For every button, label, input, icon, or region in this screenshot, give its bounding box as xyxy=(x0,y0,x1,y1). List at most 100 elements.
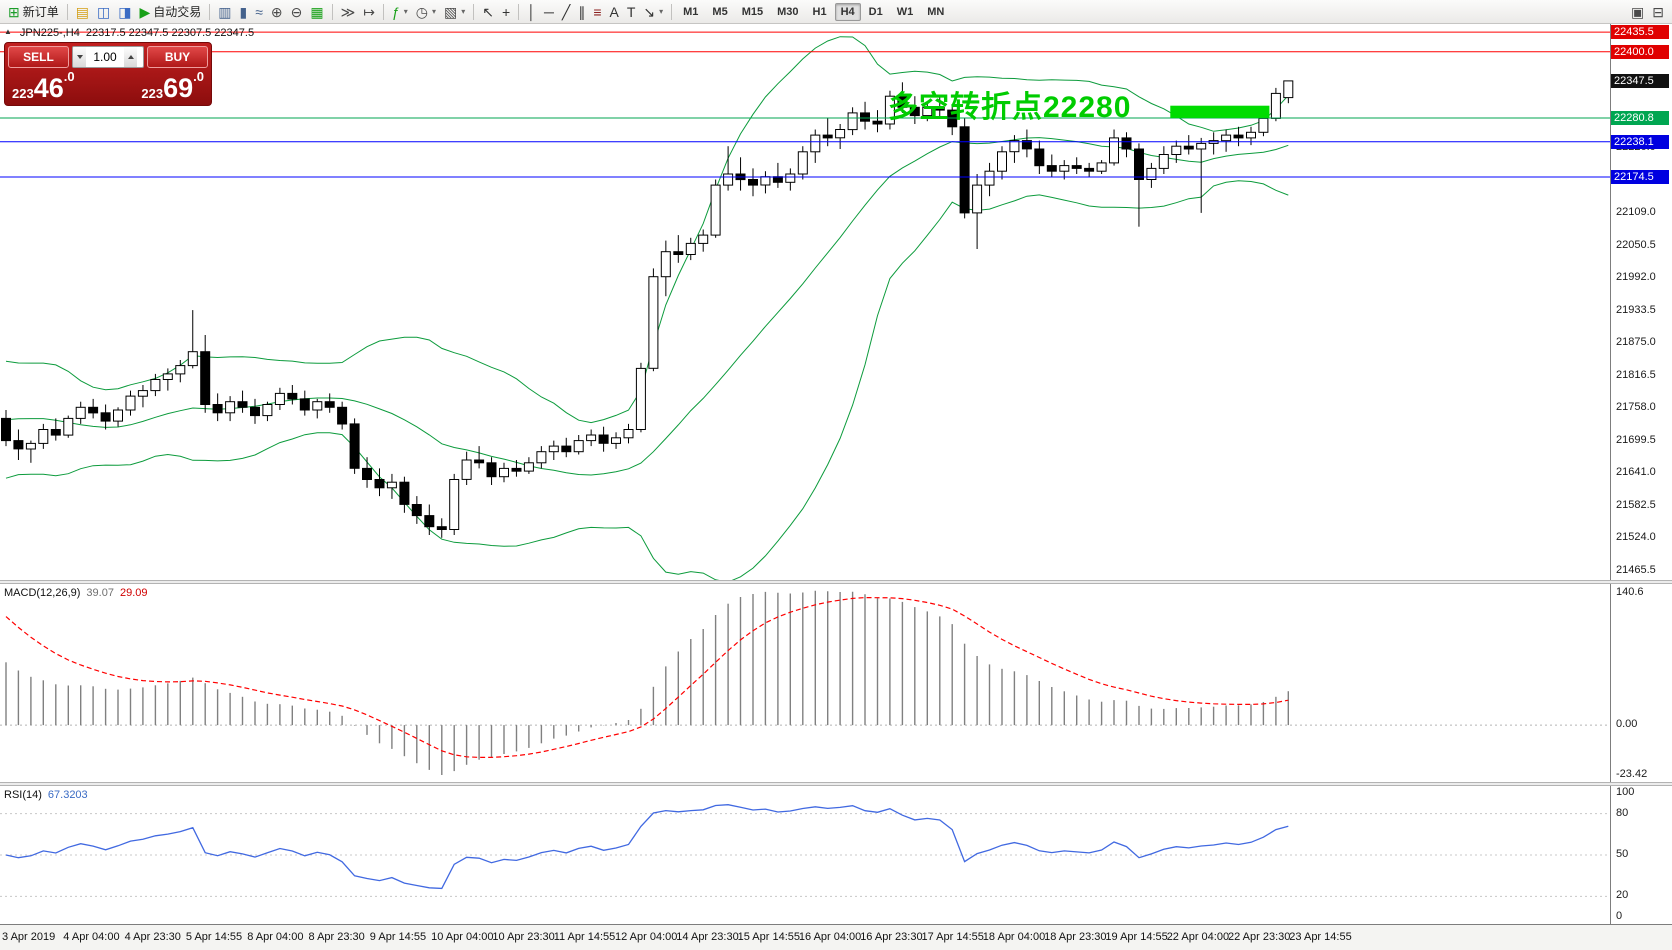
time-axis[interactable]: 3 Apr 2019 4 Apr 04:00 4 Apr 23:30 5 Apr 14… xyxy=(0,924,1672,950)
volume-decrease-button[interactable] xyxy=(73,47,86,67)
timeframe-mn[interactable]: MN xyxy=(927,5,945,18)
periods-button[interactable]: ◷ ▾ xyxy=(412,1,440,23)
autotrading-button-label: 自动交易 xyxy=(153,5,202,19)
time-axis-label: 12 Apr 04:00 xyxy=(615,931,678,943)
vertical-line-icon[interactable]: │ xyxy=(523,1,540,23)
price-scale-label: 50 xyxy=(1616,848,1629,860)
main-chart-pane: ▲ JPN225-,H4 22317.5 22347.5 22307.5 223… xyxy=(0,24,1672,580)
chart-header: ▲ JPN225-,H4 22317.5 22347.5 22307.5 223… xyxy=(4,27,254,39)
periods-button-dropdown[interactable]: ▾ xyxy=(432,7,437,16)
templates-button-dropdown[interactable]: ▾ xyxy=(461,7,466,16)
toolbar-right-group: ▣ ⊟ xyxy=(1631,0,1668,23)
toggle-panel-icon[interactable]: ▣ xyxy=(1631,3,1645,20)
rsi-canvas[interactable] xyxy=(0,786,1610,924)
volume-control xyxy=(72,46,144,68)
indicators-button-dropdown[interactable]: ▾ xyxy=(403,7,408,16)
timeframe-m1[interactable]: M1 xyxy=(683,5,699,18)
time-axis-label: 23 Apr 14:55 xyxy=(1289,931,1352,943)
journal-icon[interactable]: ▤ xyxy=(72,1,93,23)
price-scale-label: -23.42 xyxy=(1616,768,1648,780)
price-scale-label: 80 xyxy=(1616,806,1629,819)
fibonacci-icon[interactable]: ≡ xyxy=(589,1,605,23)
rsi-label: RSI(14) xyxy=(4,789,42,801)
zoom-out-icon-glyph: ⊖ xyxy=(290,3,303,20)
time-axis-label: 8 Apr 23:30 xyxy=(308,931,365,943)
macd-pane: MACD(12,26,9) 39.07 29.09 140.6 0.00 -23.4… xyxy=(0,584,1672,782)
candlestick-mode-icon[interactable]: ▮ xyxy=(235,1,251,23)
sell-button[interactable]: SELL xyxy=(8,46,69,68)
volume-input[interactable] xyxy=(86,47,124,67)
time-axis-label: 18 Apr 23:30 xyxy=(1044,931,1107,943)
data-window-icon-glyph: ◨ xyxy=(118,3,132,20)
macd-scale[interactable]: 140.6 0.00 -23.42 xyxy=(1610,584,1672,782)
label-icon-glyph: T xyxy=(626,3,636,20)
price-scale-label: 140.6 xyxy=(1616,586,1644,598)
zoom-out-icon[interactable]: ⊖ xyxy=(287,1,307,23)
volume-increase-button[interactable] xyxy=(124,47,137,67)
rsi-pane: RSI(14) 67.3203 100 80 50 20 0 xyxy=(0,786,1672,924)
triangle-up-icon xyxy=(127,55,134,59)
market-watch-icon[interactable]: ◫ xyxy=(93,1,114,23)
channel-icon-glyph: ∥ xyxy=(578,3,586,20)
time-axis-label: 17 Apr 14:55 xyxy=(921,931,984,943)
main-chart-canvas[interactable] xyxy=(0,24,1610,580)
zoom-in-icon-glyph: ⊕ xyxy=(270,3,283,20)
trendline-icon[interactable]: ╱ xyxy=(558,1,574,23)
text-icon[interactable]: A xyxy=(605,1,622,23)
toolbar-separator xyxy=(331,3,333,20)
new-order-button[interactable]: ⊞ 新订单 xyxy=(4,1,63,23)
price-prefix: 223 xyxy=(141,86,164,101)
time-axis-label: 19 Apr 14:55 xyxy=(1105,931,1168,943)
bar-chart-mode-icon[interactable]: ▥ xyxy=(214,1,235,23)
line-chart-mode-icon[interactable]: ≈ xyxy=(251,1,267,23)
zoom-in-icon[interactable]: ⊕ xyxy=(267,1,287,23)
price-scale-label: 21582.5 xyxy=(1616,498,1656,511)
price-scale-label: 21465.5 xyxy=(1616,563,1656,576)
buy-button[interactable]: BUY xyxy=(147,46,208,68)
macd-signal-value: 29.09 xyxy=(119,587,148,599)
timeframe-m30[interactable]: M30 xyxy=(777,5,799,18)
timeframe-m15[interactable]: M15 xyxy=(741,5,764,18)
price-scale-label: 0.00 xyxy=(1616,718,1638,731)
horizontal-line-icon[interactable]: ─ xyxy=(540,1,558,23)
auto-scroll-icon[interactable]: ≫ xyxy=(337,1,360,23)
timeframe-h4[interactable]: H4 xyxy=(834,2,861,21)
crosshair-icon-glyph: + xyxy=(502,3,511,20)
cursor-icon[interactable]: ↖ xyxy=(478,1,498,23)
timeframe-w1[interactable]: W1 xyxy=(896,5,914,18)
time-axis-label: 11 Apr 14:55 xyxy=(553,931,616,943)
timeframe-m5[interactable]: M5 xyxy=(712,5,728,18)
macd-canvas[interactable] xyxy=(0,584,1610,782)
crosshair-icon[interactable]: + xyxy=(498,1,514,23)
chart-shift-icon[interactable]: ↦ xyxy=(359,1,379,23)
indicators-button[interactable]: ƒ ▾ xyxy=(388,1,412,23)
autotrading-button[interactable]: ▶ 自动交易 xyxy=(135,1,205,23)
toolbar-options-icon[interactable]: ⊟ xyxy=(1652,3,1664,20)
price-suffix: .0 xyxy=(193,69,204,84)
tile-windows-icon[interactable]: ▦ xyxy=(306,1,327,23)
arrows-icon[interactable]: ↘ ▾ xyxy=(639,1,667,23)
arrows-icon-dropdown[interactable]: ▾ xyxy=(659,7,664,16)
one-click-row: SELL BUY xyxy=(8,46,208,68)
triangle-down-icon xyxy=(76,55,83,59)
toolbar-separator xyxy=(209,3,211,20)
channel-icon[interactable]: ∥ xyxy=(574,1,589,23)
price-scale-label: 0 xyxy=(1616,910,1623,922)
market-watch-icon-glyph: ◫ xyxy=(96,3,111,20)
price-scale[interactable]: 22226.022167.522109.022050.521992.021933… xyxy=(1610,24,1672,580)
pane-splitter[interactable] xyxy=(0,782,1672,786)
candlestick-mode-icon-glyph: ▮ xyxy=(239,3,248,20)
timeframe-h1[interactable]: H1 xyxy=(812,5,827,18)
pane-splitter[interactable] xyxy=(0,580,1672,584)
rsi-scale[interactable]: 100 80 50 20 0 xyxy=(1610,786,1672,924)
annotation-text[interactable]: 多空转折点22280 xyxy=(888,91,1132,124)
toolbar: ⊞ 新订单 ▤ ◫ ◨ ▶ 自动交易 ▥ ▮ ≈ ⊕ ⊖ ▦ ≫ ↦ ƒ ▾ ◷ ▾ ▧ ▾ ↖ + │ ─ ╱ ∥ ≡ A T ↘ ▾ M1… xyxy=(0,0,1672,24)
time-axis-label: 22 Apr 04:00 xyxy=(1166,931,1230,943)
data-window-icon[interactable]: ◨ xyxy=(114,1,135,23)
price-scale-label: 22109.0 xyxy=(1616,206,1656,219)
templates-button[interactable]: ▧ ▾ xyxy=(440,1,469,23)
trendline-icon-glyph: ╱ xyxy=(561,3,571,20)
label-icon[interactable]: T xyxy=(623,1,640,23)
price-scale-label: 21758.0 xyxy=(1616,401,1656,414)
timeframe-d1[interactable]: D1 xyxy=(868,5,883,18)
